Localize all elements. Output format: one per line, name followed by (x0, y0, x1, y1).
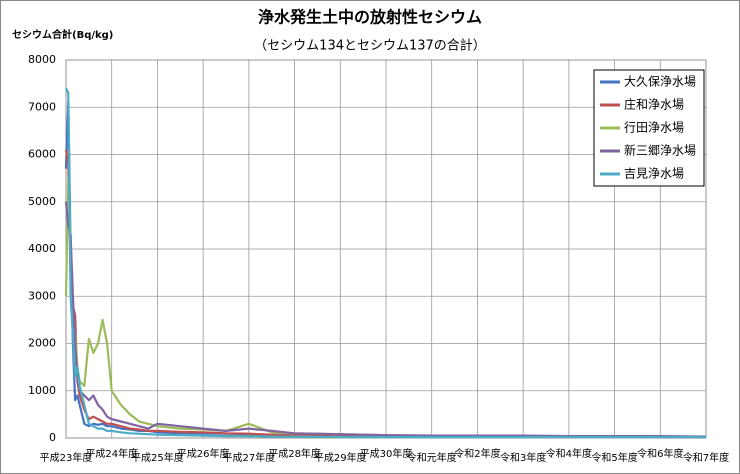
y-tick-label: 4000 (28, 242, 56, 255)
y-tick-label: 7000 (28, 100, 56, 113)
x-tick-label: 令和6年度 (637, 447, 683, 460)
chart-title: 浄水発生土中の放射性セシウム (258, 8, 482, 27)
legend-label: 大久保浄水場 (624, 75, 696, 89)
x-tick-label: 令和7年度 (683, 451, 729, 464)
x-tick-label: 平成27年度 (222, 451, 275, 464)
x-tick-label: 令和4年度 (546, 447, 592, 460)
x-tick-label: 平成29年度 (314, 451, 367, 464)
legend-label: 吉見浄水場 (624, 167, 684, 181)
legend-label: 庄和浄水場 (624, 97, 684, 112)
series-line (65, 87, 706, 439)
y-tick-label: 6000 (28, 148, 56, 161)
x-tick-label: 平成24年度 (85, 447, 138, 460)
x-tick-label: 令和5年度 (591, 451, 637, 464)
x-tick-label: 平成30年度 (360, 447, 413, 460)
chart-subtitle: （セシウム134とセシウム137の合計） (254, 38, 486, 54)
y-tick-label: 0 (49, 431, 56, 444)
y-tick-label: 8000 (28, 53, 56, 66)
x-tick-label: 平成25年度 (131, 451, 184, 464)
legend-label: 行田浄水場 (624, 121, 684, 135)
y-tick-label: 1000 (28, 384, 56, 397)
x-tick-label: 令和元年度 (407, 451, 457, 464)
x-tick-label: 平成23年度 (40, 451, 93, 464)
y-tick-label: 5000 (28, 195, 56, 208)
y-tick-label: 2000 (28, 337, 56, 350)
y-tick-label: 3000 (28, 289, 56, 302)
x-tick-label: 令和2年度 (454, 447, 500, 460)
y-axis-label: セシウム合計(Bq/kg) (12, 28, 113, 41)
x-tick-label: 令和3年度 (500, 451, 546, 464)
x-tick-label: 平成26年度 (177, 447, 230, 460)
legend-label: 新三郷浄水場 (624, 143, 696, 158)
x-tick-label: 平成28年度 (268, 447, 321, 460)
